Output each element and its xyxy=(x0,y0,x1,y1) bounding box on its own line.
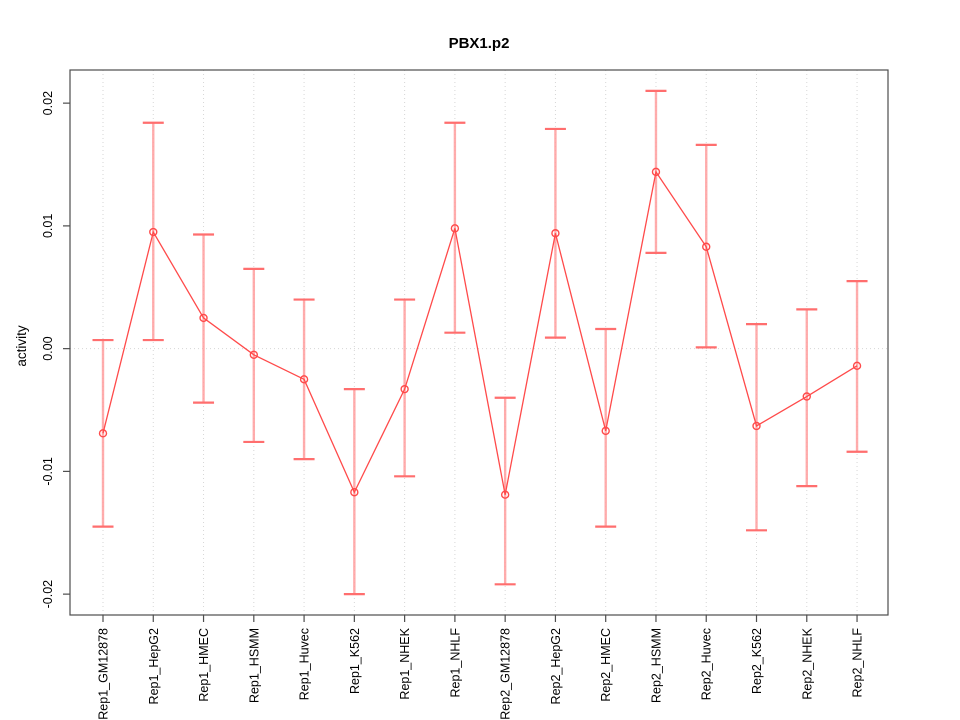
data-point xyxy=(551,229,560,238)
x-tick-label: Rep2_HepG2 xyxy=(549,628,563,704)
data-point xyxy=(651,167,661,177)
data-point xyxy=(852,361,862,371)
y-tick-label: 0.01 xyxy=(41,214,55,238)
error-bar xyxy=(746,322,768,532)
data-point xyxy=(601,426,610,436)
x-tick-label: Rep1_NHLF xyxy=(448,628,462,698)
y-tick-label: -0.01 xyxy=(41,457,55,486)
y-tick-label: 0.00 xyxy=(41,336,55,360)
data-point xyxy=(299,375,309,384)
axes-layer xyxy=(63,69,889,622)
y-tick-label: -0.02 xyxy=(41,580,55,609)
error-bar xyxy=(796,308,818,488)
x-tick-label: Rep2_NHEK xyxy=(800,627,814,699)
x-tick-label: Rep1_GM12878 xyxy=(97,628,111,720)
data-point xyxy=(802,392,811,401)
error-bar xyxy=(444,121,466,334)
data-point xyxy=(249,350,259,359)
plot-box xyxy=(69,69,889,616)
x-tick-label: Rep2_NHLF xyxy=(851,628,865,698)
data-point xyxy=(149,227,158,237)
chart-title: PBX1.p2 xyxy=(449,35,510,52)
x-tick-label: Rep1_K562 xyxy=(348,628,362,694)
x-tick-label: Rep2_HSMM xyxy=(649,628,663,703)
data-point xyxy=(350,488,359,497)
x-tick-label: Rep2_K562 xyxy=(750,628,764,694)
x-tick-label: Rep1_HMEC xyxy=(197,628,211,702)
y-axis-label: activity xyxy=(14,325,29,367)
x-tick-label: Rep2_Huvec xyxy=(700,628,714,700)
data-layer xyxy=(92,89,868,596)
series-line xyxy=(102,170,858,495)
y-tick-label: 0.02 xyxy=(41,91,55,115)
data-point xyxy=(450,224,460,233)
tick-label-layer: -0.02 -0.01 0.00 0.01 0.02 Rep1_GM12878 Rep1_H… xyxy=(41,91,865,720)
data-point xyxy=(98,429,108,438)
data-point xyxy=(752,421,761,431)
x-tick-label: Rep2_HMEC xyxy=(599,628,613,702)
grid-layer xyxy=(70,70,888,615)
data-point xyxy=(400,384,409,394)
data-point xyxy=(702,242,711,251)
x-tick-label: Rep1_NHEK xyxy=(398,627,412,699)
x-tick-label: Rep2_GM12878 xyxy=(499,628,513,720)
x-tick-label: Rep1_Huvec xyxy=(298,628,312,700)
x-tick-label: Rep1_HSMM xyxy=(247,628,261,703)
data-point xyxy=(199,313,208,323)
x-tick-label: Rep1_HepG2 xyxy=(147,628,161,704)
data-point xyxy=(500,490,510,499)
